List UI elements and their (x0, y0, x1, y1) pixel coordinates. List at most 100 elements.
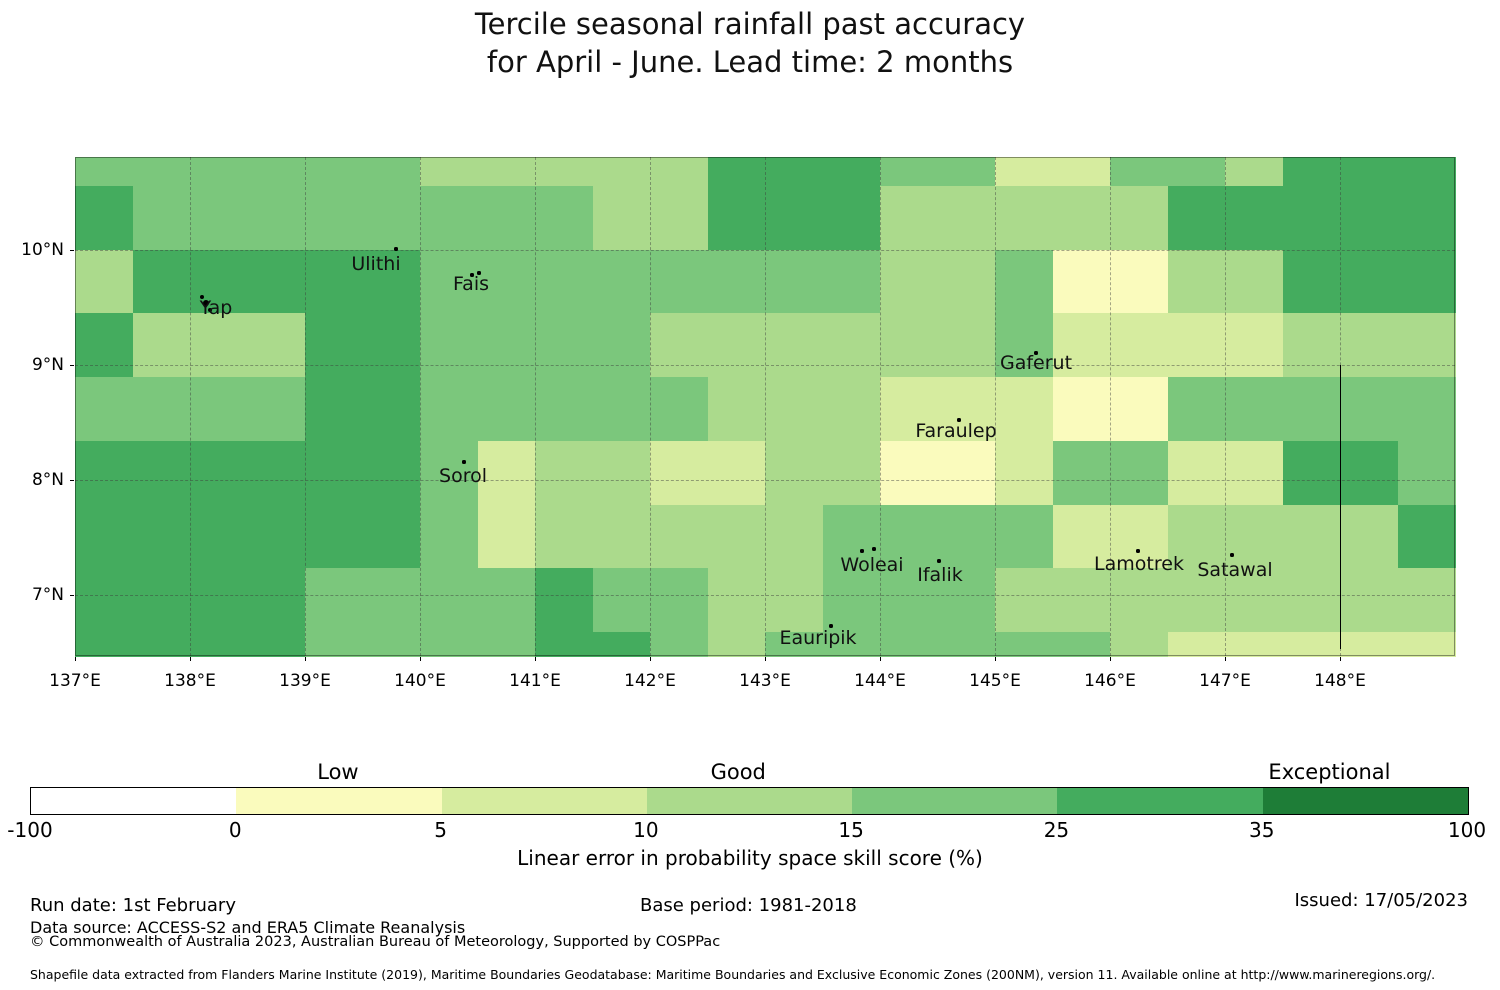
latitude-gridline (75, 480, 1455, 481)
map-grid-cell (75, 632, 134, 657)
map-grid-cell (1340, 632, 1399, 657)
map-grid-cell (592, 632, 651, 657)
x-tick-mark (305, 657, 306, 661)
x-tick-mark (995, 657, 996, 661)
map-grid-cell (1340, 250, 1399, 314)
map-grid-cell (650, 505, 709, 569)
longitude-gridline (420, 157, 421, 656)
map-grid-cell (592, 313, 651, 378)
map-grid-cell (1397, 186, 1456, 251)
y-tick-label: 9°N (31, 355, 64, 375)
map-grid-cell (707, 157, 766, 187)
map-grid-cell (650, 250, 709, 314)
map-grid-cell (1225, 186, 1284, 251)
map-grid-cell (650, 377, 709, 442)
map-grid-cell (1052, 568, 1111, 633)
map-grid-cell (535, 186, 594, 251)
map-grid-cell (995, 157, 1054, 187)
map-grid-cell (1282, 377, 1341, 442)
map-grid-cell (190, 632, 249, 657)
island-marker-dot (1230, 553, 1234, 557)
map-grid-cell (305, 568, 364, 633)
map-grid-cell (362, 377, 421, 442)
map-grid-cell (765, 377, 824, 442)
map-grid-cell (1225, 505, 1284, 569)
map-grid-cell (880, 250, 939, 314)
map-grid-cell (1052, 157, 1111, 187)
map-grid-cell (822, 157, 881, 187)
map-grid-cell (190, 568, 249, 633)
map-grid-cell (420, 186, 479, 251)
island-marker-dot (1034, 351, 1038, 355)
map-grid-cell (1110, 505, 1169, 569)
chart-title-line2: for April - June. Lead time: 2 months (486, 45, 1014, 79)
x-tick-label: 141°E (509, 671, 561, 691)
map-grid-cell (477, 441, 536, 506)
map-grid-cell (1282, 313, 1341, 378)
map-grid-cell (132, 186, 191, 251)
map-grid-cell (707, 441, 766, 506)
eez-boundary-line (1340, 365, 1341, 649)
map-grid-cell (880, 632, 939, 657)
map-grid-cell (420, 568, 479, 633)
issued-date-text: Issued: 17/05/2023 (1294, 890, 1468, 911)
map-grid-cell (592, 441, 651, 506)
x-tick-label: 137°E (49, 671, 101, 691)
map-grid-cell (650, 632, 709, 657)
map-grid-cell (477, 250, 536, 314)
map-grid-cell (1167, 157, 1226, 187)
latitude-gridline (75, 365, 1455, 366)
x-tick-mark (765, 657, 766, 661)
colorbar-segment (852, 788, 1058, 814)
map-grid-cell (822, 632, 881, 657)
map-grid-cell (247, 377, 306, 442)
island-label-lamotrek: Lamotrek (1094, 553, 1184, 575)
map-grid-cell (995, 632, 1054, 657)
map-grid-cell (1110, 313, 1169, 378)
map-grid-cell (937, 313, 996, 378)
map-grid-cell (132, 377, 191, 442)
map-grid-cell (535, 505, 594, 569)
x-tick-mark (1225, 657, 1226, 661)
run-date-text: Run date: 1st February (30, 895, 236, 916)
map-grid-cell (707, 186, 766, 251)
x-tick-mark (1110, 657, 1111, 661)
map-grid-cell (362, 313, 421, 378)
map-grid-cell (1225, 377, 1284, 442)
map-grid-cell (1282, 505, 1341, 569)
island-marker-dot (872, 547, 876, 551)
map-grid-cell (305, 157, 364, 187)
y-tick-label: 8°N (31, 470, 64, 490)
map-grid-cell (1397, 568, 1456, 633)
colorbar-tick-label: 10 (633, 818, 659, 842)
colorbar-tick-label: 15 (838, 818, 864, 842)
y-tick-label: 7°N (31, 585, 64, 605)
x-tick-mark (1340, 657, 1341, 661)
map-grid-cell (822, 505, 881, 569)
island-label-sorol: Sorol (439, 465, 487, 487)
x-tick-label: 139°E (279, 671, 331, 691)
colorbar-segment (1057, 788, 1263, 814)
colorbar-region-label-exceptional: Exceptional (1268, 760, 1391, 784)
map-grid-cell (535, 313, 594, 378)
map-grid-cell (247, 441, 306, 506)
map-grid-cell (75, 313, 134, 378)
map-grid-cell (477, 568, 536, 633)
island-label-woleai: Woleai (840, 554, 904, 576)
map-grid-cell (132, 313, 191, 378)
map-grid-cell (765, 157, 824, 187)
map-grid-cell (765, 313, 824, 378)
map-grid-cell (132, 441, 191, 506)
map-grid-cell (247, 505, 306, 569)
map-grid-cell (305, 313, 364, 378)
map-grid-cell (1397, 632, 1456, 657)
map-grid-cell (1110, 250, 1169, 314)
map-grid-cell (132, 568, 191, 633)
map-grid-cell (1397, 250, 1456, 314)
map-grid-cell (765, 186, 824, 251)
map-grid-cell (420, 505, 479, 569)
map-grid-cell (477, 186, 536, 251)
map-grid-cell (1340, 313, 1399, 378)
map-grid-cell (477, 157, 536, 187)
map-grid-cell (1052, 250, 1111, 314)
